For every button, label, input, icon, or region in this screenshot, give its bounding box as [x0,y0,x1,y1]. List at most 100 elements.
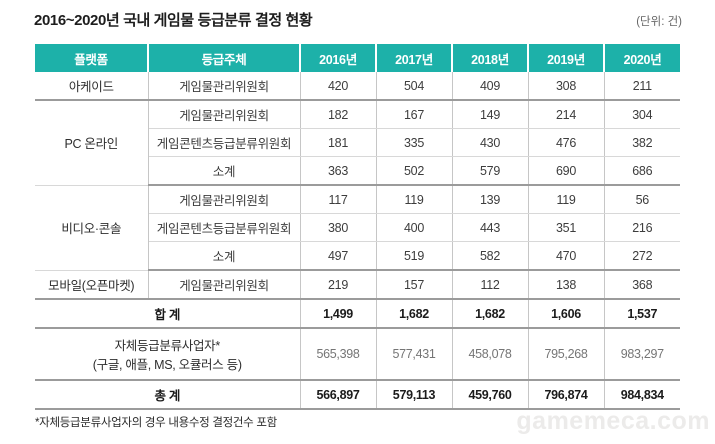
table-row: 비디오·콘솔 게임물관리위원회 117 119 139 119 56 [35,185,680,271]
column-header-6: 2020년 [604,44,680,72]
value-cell: 1,537 [604,299,680,329]
rating-body-cell: 게임물관리위원회 [148,270,301,300]
value-cell: 504 [376,72,453,101]
value-cell: 272 [604,241,680,271]
summary-row: 합 계 1,499 1,682 1,682 1,606 1,537 [35,299,680,329]
value-cell: 1,682 [376,299,453,329]
table-body: 아케이드 게임물관리위원회 420 504 409 308 211 PC 온라인 게임물관리위원… [35,72,680,410]
rating-body-cell: 게임물관리위원회 [148,100,301,129]
table-row: PC 온라인 게임물관리위원회 182 167 149 214 304 [35,100,680,186]
value-cell: 167 [376,100,453,129]
value-cell: 157 [376,270,453,300]
value-cell: 112 [452,270,529,300]
platform-cell: PC 온라인 [35,100,149,186]
value-cell: 430 [452,128,529,157]
watermark: gamemeca.com [516,407,710,435]
summary-label-line1: 총 계 [154,389,181,403]
rating-body-cell: 게임콘텐츠등급분류위원회 [148,128,301,157]
column-header-2: 2016년 [300,44,377,72]
column-header-0: 플랫폼 [35,44,149,72]
value-cell: 983,297 [604,328,680,381]
value-cell: 216 [604,213,680,242]
value-cell: 382 [604,128,680,157]
table-row: 아케이드 게임물관리위원회 420 504 409 308 211 [35,72,680,101]
column-header-3: 2017년 [376,44,453,72]
value-cell: 368 [604,270,680,300]
value-cell: 380 [300,213,377,242]
value-cell: 476 [528,128,605,157]
value-cell: 984,834 [604,380,680,410]
value-cell: 181 [300,128,377,157]
column-header-5: 2019년 [528,44,605,72]
value-cell: 420 [300,72,377,101]
table-row: 게임콘텐츠등급분류위원회 380 400 443 351 216 [35,213,680,242]
value-cell: 1,499 [300,299,377,329]
summary-row: 자체등급분류사업자* (구글, 애플, MS, 오큘러스 등) 565,398 577… [35,328,680,381]
value-cell: 470 [528,241,605,271]
footnote: *자체등급분류사업자의 경우 내용수정 결정건수 포함 [35,417,277,429]
summary-label-cell: 자체등급분류사업자* (구글, 애플, MS, 오큘러스 등) [35,328,301,381]
value-cell: 459,760 [452,380,529,410]
summary-label-line2: (구글, 애플, MS, 오큘러스 등) [92,358,242,372]
value-cell: 519 [376,241,453,271]
value-cell: 458,078 [452,328,529,381]
platform-cell: 비디오·콘솔 [35,185,149,271]
table-row: 소계 497 519 582 470 272 [35,241,680,271]
table-row: 게임콘텐츠등급분류위원회 181 335 430 476 382 [35,128,680,157]
value-cell: 443 [452,213,529,242]
ratings-table: 플랫폼 등급주체 2016년 2017년 2018년 2019년 2020년 아케이드 게임물… [35,44,680,410]
value-cell: 582 [452,241,529,271]
header-row: 플랫폼 등급주체 2016년 2017년 2018년 2019년 2020년 [35,44,680,72]
rating-body-cell: 게임콘텐츠등급분류위원회 [148,213,301,242]
value-cell: 400 [376,213,453,242]
value-cell: 579 [452,156,529,186]
value-cell: 214 [528,100,605,129]
value-cell: 566,897 [300,380,377,410]
summary-row: 총 계 566,897 579,113 459,760 796,874 984,834 [35,380,680,410]
value-cell: 119 [376,185,453,214]
rating-body-cell: 게임물관리위원회 [148,185,301,214]
table-header: 플랫폼 등급주체 2016년 2017년 2018년 2019년 2020년 [35,44,680,72]
column-header-4: 2018년 [452,44,529,72]
value-cell: 579,113 [376,380,453,410]
value-cell: 139 [452,185,529,214]
value-cell: 690 [528,156,605,186]
value-cell: 117 [300,185,377,214]
rating-body-cell: 소계 [148,241,301,271]
value-cell: 138 [528,270,605,300]
value-cell: 1,606 [528,299,605,329]
value-cell: 308 [528,72,605,101]
value-cell: 149 [452,100,529,129]
value-cell: 409 [452,72,529,101]
platform-cell: 아케이드 [35,72,149,101]
column-header-1: 등급주체 [148,44,301,72]
summary-label-line1: 자체등급분류사업자* [114,339,221,353]
value-cell: 304 [604,100,680,129]
value-cell: 502 [376,156,453,186]
table-row: 모바일(오픈마켓) 게임물관리위원회 219 157 112 138 368 [35,270,680,300]
value-cell: 335 [376,128,453,157]
value-cell: 182 [300,100,377,129]
rating-body-cell: 소계 [148,156,301,186]
value-cell: 219 [300,270,377,300]
summary-label-line1: 합 계 [154,308,181,322]
value-cell: 119 [528,185,605,214]
value-cell: 56 [604,185,680,214]
value-cell: 577,431 [376,328,453,381]
value-cell: 363 [300,156,377,186]
value-cell: 211 [604,72,680,101]
summary-label-cell: 총 계 [35,380,301,410]
value-cell: 686 [604,156,680,186]
value-cell: 565,398 [300,328,377,381]
page-title: 2016~2020년 국내 게임물 등급분류 결정 현황 [34,12,313,29]
platform-cell: 모바일(오픈마켓) [35,270,149,300]
value-cell: 795,268 [528,328,605,381]
value-cell: 497 [300,241,377,271]
rating-body-cell: 게임물관리위원회 [148,72,301,101]
value-cell: 796,874 [528,380,605,410]
value-cell: 351 [528,213,605,242]
table-row: 소계 363 502 579 690 686 [35,156,680,186]
value-cell: 1,682 [452,299,529,329]
unit-label: (단위: 건) [636,16,682,28]
summary-label-cell: 합 계 [35,299,301,329]
